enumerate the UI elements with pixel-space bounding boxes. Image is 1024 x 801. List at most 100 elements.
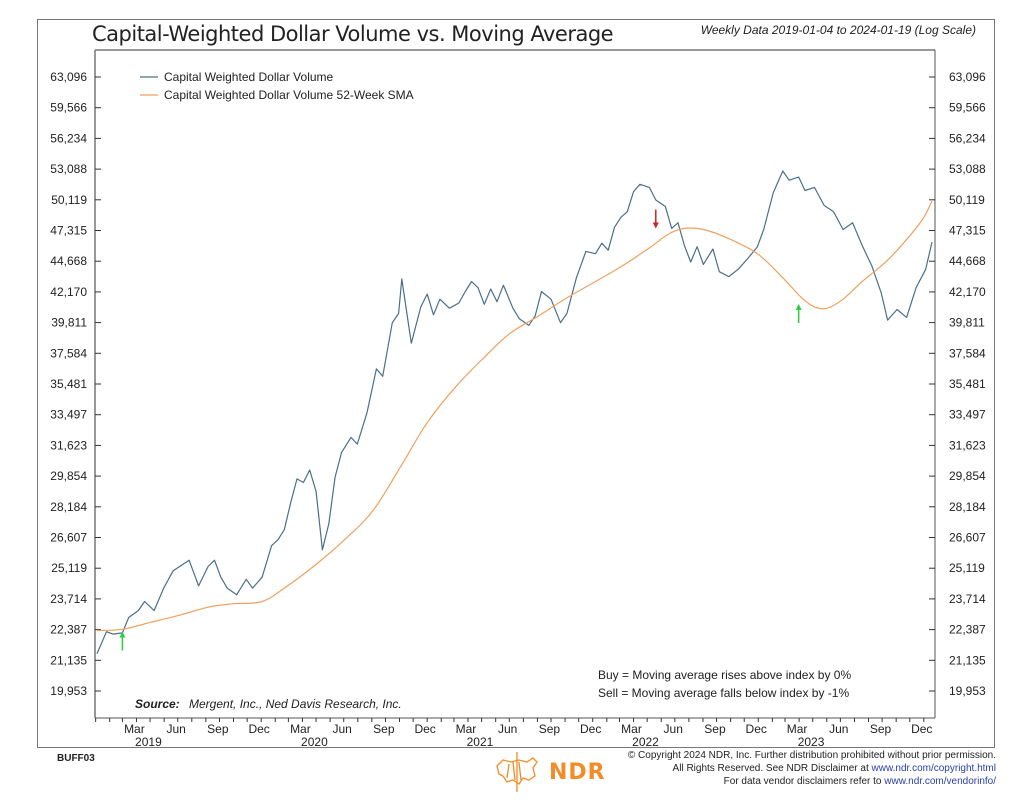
chart-code: BUFF03 xyxy=(57,753,95,764)
x-tick-label: Sep xyxy=(704,722,726,736)
y-tick-label-right: 47,315 xyxy=(949,224,986,238)
y-tick-label-right: 42,170 xyxy=(949,285,986,299)
y-tick-label-right: 37,584 xyxy=(949,346,986,360)
x-tick-label: Jun xyxy=(664,722,683,736)
copyright-line-2: All Rights Reserved. See NDR Disclaimer … xyxy=(628,762,996,775)
y-tick-label-left: 56,234 xyxy=(50,131,87,145)
x-tick-label: Dec xyxy=(911,722,932,736)
y-tick-label-right: 39,811 xyxy=(949,316,985,330)
copyright-line-3-text: For data vendor disclaimers refer to xyxy=(723,776,885,787)
y-tick-label-right: 28,184 xyxy=(949,500,986,514)
x-tick-label: Mar xyxy=(456,722,477,736)
y-tick-label-right: 23,714 xyxy=(949,592,986,606)
y-tick-label-right: 19,953 xyxy=(949,684,986,698)
buy-signal-arrow xyxy=(795,304,802,324)
y-tick-label-right: 56,234 xyxy=(949,131,986,145)
copyright-line-1: © Copyright 2024 NDR, Inc. Further distr… xyxy=(627,750,996,761)
series-layer xyxy=(96,170,933,654)
y-tick-label-left: 63,096 xyxy=(50,70,87,84)
arrow-head xyxy=(795,304,802,311)
chart-frame xyxy=(37,19,995,748)
y-tick-label-right: 59,566 xyxy=(949,101,986,115)
ndr-logo: NDR xyxy=(493,752,606,792)
chart-subtitle: Weekly Data 2019-01-04 to 2024-01-19 (Lo… xyxy=(700,23,976,37)
arrow-head xyxy=(119,631,126,638)
y-tick-label-left: 42,170 xyxy=(50,285,87,299)
y-tick-label-right: 22,387 xyxy=(949,623,986,637)
copyright-line-3: For data vendor disclaimers refer to www… xyxy=(628,775,996,788)
source-text: Mergent, Inc., Ned Davis Research, Inc. xyxy=(189,697,402,711)
x-tick-label: Mar xyxy=(124,722,145,736)
y-tick-label-left: 59,566 xyxy=(50,101,87,115)
y-tick-label-left: 44,668 xyxy=(50,254,87,268)
y-tick-label-left: 50,119 xyxy=(51,193,87,207)
y-tick-label-right: 63,096 xyxy=(949,70,986,84)
y-tick-label-right: 21,135 xyxy=(949,653,986,667)
y-tick-label-left: 37,584 xyxy=(50,346,87,360)
y-tick-label-right: 53,088 xyxy=(949,162,986,176)
y-tick-label-left: 21,135 xyxy=(50,653,87,667)
x-year-label: 2020 xyxy=(301,735,328,749)
x-tick-label: Sep xyxy=(539,722,561,736)
y-tick-label-right: 44,668 xyxy=(949,254,986,268)
y-tick-label-left: 47,315 xyxy=(50,224,87,238)
y-tick-label-right: 29,854 xyxy=(949,469,986,483)
x-year-label: 2022 xyxy=(632,735,659,749)
x-tick-label: Dec xyxy=(746,722,767,736)
y-tick-label-left: 26,607 xyxy=(50,531,87,545)
x-tick-label: Sep xyxy=(870,722,892,736)
x-tick-label: Sep xyxy=(373,722,395,736)
sell-rule-note: Sell = Moving average falls below index … xyxy=(598,686,849,700)
legend-label-sma: Capital Weighted Dollar Volume 52-Week S… xyxy=(164,88,414,102)
logo-text: NDR xyxy=(549,759,606,785)
y-tick-label-right: 50,119 xyxy=(949,193,985,207)
y-tick-label-right: 31,623 xyxy=(949,438,986,452)
bull-bear-icon xyxy=(496,752,538,792)
source-label: Source: xyxy=(135,697,180,711)
x-year-label: 2019 xyxy=(135,735,162,749)
y-tick-label-right: 33,497 xyxy=(949,408,986,422)
y-tick-label-right: 25,119 xyxy=(949,561,985,575)
x-tick-label: Dec xyxy=(248,722,269,736)
y-tick-label-left: 31,623 xyxy=(50,438,87,452)
buy-rule-note: Buy = Moving average rises above index b… xyxy=(598,668,851,682)
chart-title: Capital-Weighted Dollar Volume vs. Movin… xyxy=(92,22,614,46)
x-tick-label: Mar xyxy=(621,722,642,736)
x-year-label: 2023 xyxy=(798,735,825,749)
x-tick-label: Jun xyxy=(166,722,185,736)
copyright-line-2-text: All Rights Reserved. See NDR Disclaimer … xyxy=(672,763,872,774)
x-tick-label: Dec xyxy=(414,722,435,736)
signals-layer xyxy=(119,209,802,651)
x-tick-label: Jun xyxy=(498,722,517,736)
series-line-volume xyxy=(96,170,933,654)
x-tick-label: Dec xyxy=(580,722,601,736)
legend-label-volume: Capital Weighted Dollar Volume xyxy=(164,70,334,84)
axes: 63,096 63,096 59,566 59,566 56,234 56,234 53,0… xyxy=(50,49,986,749)
series-line-sma xyxy=(96,200,933,632)
vendorinfo-link[interactable]: www.ndr.com/vendorinfo/ xyxy=(884,776,996,787)
legend: Capital Weighted Dollar Volume Capital W… xyxy=(140,70,414,102)
x-tick-label: Jun xyxy=(829,722,848,736)
x-year-label: 2021 xyxy=(467,735,494,749)
y-tick-label-left: 19,953 xyxy=(50,684,87,698)
y-tick-label-left: 25,119 xyxy=(51,561,87,575)
sell-signal-arrow xyxy=(652,209,659,229)
x-tick-label: Mar xyxy=(787,722,808,736)
y-tick-label-left: 33,497 xyxy=(50,408,87,422)
y-tick-label-left: 29,854 xyxy=(50,469,87,483)
x-tick-label: Mar xyxy=(290,722,311,736)
x-tick-label: Jun xyxy=(332,722,351,736)
y-tick-label-left: 22,387 xyxy=(50,623,87,637)
copyright-block: © Copyright 2024 NDR, Inc. Further distr… xyxy=(628,749,996,788)
buy-signal-arrow xyxy=(119,631,126,651)
y-tick-label-left: 28,184 xyxy=(50,500,87,514)
arrow-head xyxy=(652,222,659,229)
y-tick-label-left: 53,088 xyxy=(50,162,87,176)
copyright-link[interactable]: www.ndr.com/copyright.html xyxy=(871,763,997,774)
y-tick-label-left: 23,714 xyxy=(50,592,87,606)
x-tick-label: Sep xyxy=(207,722,229,736)
y-tick-label-right: 26,607 xyxy=(949,531,986,545)
y-tick-label-left: 39,811 xyxy=(51,316,87,330)
y-tick-label-right: 35,481 xyxy=(949,377,986,391)
